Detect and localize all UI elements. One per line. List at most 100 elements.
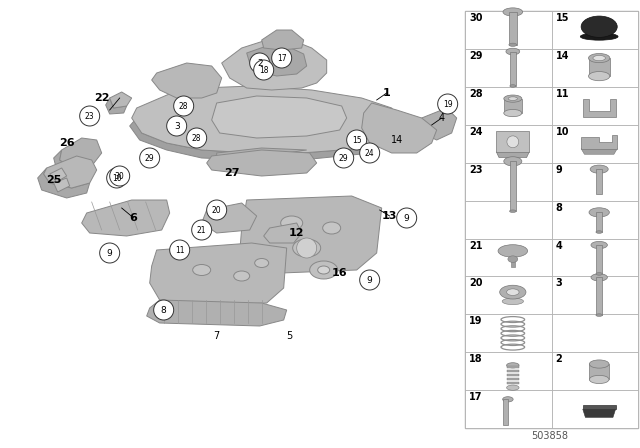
Bar [465,125,552,163]
Bar [596,245,602,274]
Ellipse shape [510,85,516,87]
Bar [509,12,516,45]
Polygon shape [262,30,304,50]
Circle shape [192,220,212,240]
Bar [465,390,552,428]
Bar [552,352,638,390]
Bar [509,161,516,211]
Polygon shape [246,46,307,76]
Text: 19: 19 [469,316,483,326]
Text: 28: 28 [469,89,483,99]
Bar [507,374,519,376]
Ellipse shape [504,109,522,116]
Text: 29: 29 [469,51,483,61]
Polygon shape [583,405,616,409]
Polygon shape [152,63,221,98]
Text: 15: 15 [556,13,569,23]
Polygon shape [581,149,617,154]
Text: 5: 5 [287,331,293,341]
Bar [511,258,515,267]
Polygon shape [38,168,90,198]
Polygon shape [130,118,392,160]
Text: 18: 18 [259,65,268,74]
Ellipse shape [255,258,269,267]
Circle shape [438,94,458,114]
Polygon shape [150,243,287,306]
Bar [502,399,508,425]
Circle shape [333,148,354,168]
Text: 6: 6 [130,213,138,223]
Text: 18: 18 [469,354,483,364]
Text: 23: 23 [469,165,483,175]
Text: 2: 2 [556,354,563,364]
Polygon shape [106,98,127,114]
Text: 503858: 503858 [531,431,568,441]
Text: 1: 1 [383,88,390,98]
Ellipse shape [504,157,522,166]
Polygon shape [50,168,67,182]
Polygon shape [147,300,287,326]
Text: 21: 21 [469,241,483,250]
Polygon shape [60,138,102,168]
Ellipse shape [589,208,609,217]
Ellipse shape [193,264,211,276]
Text: 8: 8 [161,306,166,314]
Text: 13: 13 [382,211,397,221]
Ellipse shape [498,245,527,257]
Text: 11: 11 [556,89,569,99]
Ellipse shape [502,298,524,305]
Circle shape [272,48,292,68]
Polygon shape [422,108,457,140]
Circle shape [79,106,100,126]
Ellipse shape [310,261,338,279]
Circle shape [360,143,380,163]
Bar [465,276,552,314]
Text: 12: 12 [289,228,305,238]
Bar [504,99,522,113]
Ellipse shape [591,274,607,281]
Ellipse shape [591,241,607,249]
Bar [552,163,638,201]
Bar [589,58,610,76]
Polygon shape [581,134,617,149]
Ellipse shape [581,16,617,37]
Text: 17: 17 [469,392,483,402]
Text: 9: 9 [367,276,372,284]
Text: 14: 14 [390,135,403,145]
Bar [589,364,609,379]
Text: 30: 30 [469,13,483,23]
Ellipse shape [507,363,519,368]
Text: 2: 2 [257,59,262,68]
Text: 19: 19 [443,99,452,108]
Ellipse shape [503,8,523,16]
Ellipse shape [500,285,526,299]
Circle shape [297,238,317,258]
Ellipse shape [502,396,513,402]
Text: 23: 23 [85,112,95,121]
Text: 25: 25 [46,175,61,185]
Ellipse shape [509,43,516,47]
Bar [465,201,552,238]
Bar [552,238,638,276]
Text: 9: 9 [404,214,410,223]
Circle shape [397,208,417,228]
Polygon shape [221,40,326,90]
Bar [552,11,638,49]
Text: 10: 10 [556,127,569,137]
Ellipse shape [509,210,516,212]
Circle shape [109,166,130,186]
Polygon shape [207,150,317,176]
Text: 22: 22 [94,93,109,103]
Polygon shape [583,99,616,117]
Text: 4: 4 [556,241,563,250]
Bar [552,87,638,125]
Text: 9: 9 [107,249,113,258]
Ellipse shape [508,97,517,100]
Text: 16: 16 [332,268,348,278]
Polygon shape [212,96,347,138]
Bar [552,276,638,314]
Ellipse shape [596,272,602,275]
Ellipse shape [506,48,520,55]
Polygon shape [264,223,301,243]
Text: 7: 7 [214,331,220,341]
